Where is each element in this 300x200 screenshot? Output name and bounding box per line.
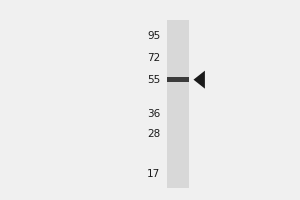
Text: 55: 55 <box>147 75 161 85</box>
Text: 36: 36 <box>147 109 161 119</box>
Bar <box>167 20 189 188</box>
Text: 72: 72 <box>147 53 161 63</box>
Bar <box>167 77 189 82</box>
Text: 95: 95 <box>147 31 161 41</box>
Polygon shape <box>194 71 205 89</box>
Text: 17: 17 <box>147 169 161 179</box>
Text: 28: 28 <box>147 129 161 139</box>
